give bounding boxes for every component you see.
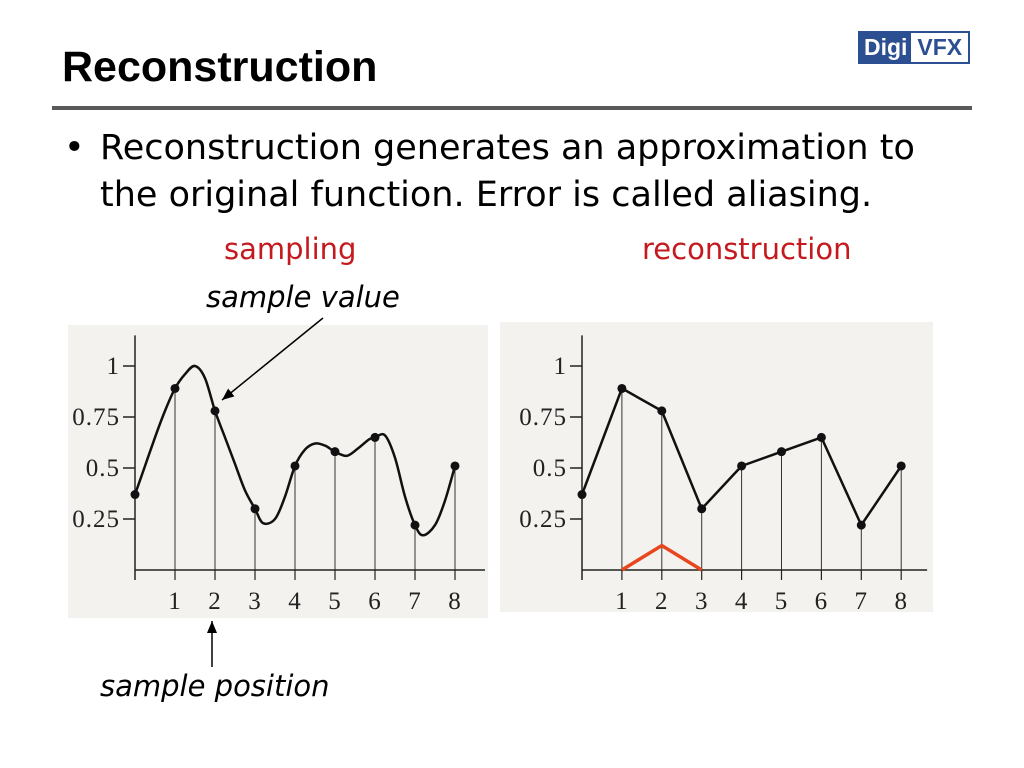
sample-point <box>577 490 587 500</box>
sample-point <box>450 461 460 471</box>
y-tick-label: 0.5 <box>533 455 567 482</box>
title-divider <box>52 106 972 110</box>
sample-point <box>250 504 260 514</box>
sample-point <box>856 520 866 530</box>
sample-point <box>370 432 380 442</box>
sample-value-label: sample value <box>206 280 400 314</box>
sample-point <box>697 504 707 514</box>
x-tick-label: 5 <box>328 588 342 615</box>
y-tick-label: 1 <box>554 353 568 380</box>
x-tick-label: 7 <box>855 588 869 615</box>
triangle-kernel <box>620 543 703 572</box>
digivfx-logo: Digi VFX <box>858 31 970 64</box>
x-tick-label: 2 <box>208 588 222 615</box>
logo-text-vfx: VFX <box>917 34 963 60</box>
y-tick-label: 0.75 <box>72 404 120 431</box>
bullet-marker: • <box>64 128 85 168</box>
chart-background <box>68 325 488 618</box>
x-tick-label: 7 <box>408 588 422 615</box>
sample-point <box>737 461 747 471</box>
sample-point <box>210 406 220 416</box>
x-tick-label: 2 <box>655 588 669 615</box>
sample-point <box>896 461 906 471</box>
y-tick-label: 0.75 <box>519 404 567 431</box>
x-tick-label: 5 <box>775 588 789 615</box>
bullet-text: Reconstruction generates an approximatio… <box>100 128 915 215</box>
y-tick-label: 1 <box>107 353 121 380</box>
x-tick-label: 8 <box>448 588 462 615</box>
x-tick-label: 4 <box>288 588 302 615</box>
sample-point <box>290 461 300 471</box>
sample-point <box>816 432 826 442</box>
x-tick-label: 4 <box>735 588 749 615</box>
x-tick-label: 3 <box>248 588 262 615</box>
sample-point <box>170 383 180 393</box>
x-tick-label: 8 <box>894 588 908 615</box>
sample-point <box>330 447 340 457</box>
logo-text-digi: Digi <box>860 33 912 62</box>
sample-point <box>130 490 140 500</box>
y-tick-label: 0.25 <box>72 506 120 533</box>
x-tick-label: 6 <box>368 588 382 615</box>
reconstruction-heading: reconstruction <box>642 232 852 266</box>
sample-point <box>617 383 627 393</box>
x-tick-label: 3 <box>695 588 709 615</box>
sample-point <box>657 406 667 416</box>
sample-value-arrow <box>221 317 324 401</box>
x-tick-label: 1 <box>168 588 182 615</box>
sample-point <box>777 447 786 457</box>
slide-title: Reconstruction <box>62 43 378 91</box>
x-tick-label: 6 <box>815 588 829 615</box>
sampling-heading: sampling <box>224 232 357 266</box>
x-tick-label: 1 <box>615 588 629 615</box>
sample-position-label: sample position <box>100 669 330 703</box>
y-tick-label: 0.5 <box>86 455 120 482</box>
sample-point <box>410 520 420 530</box>
y-tick-label: 0.25 <box>519 506 567 533</box>
annotation-arrows <box>207 317 324 667</box>
